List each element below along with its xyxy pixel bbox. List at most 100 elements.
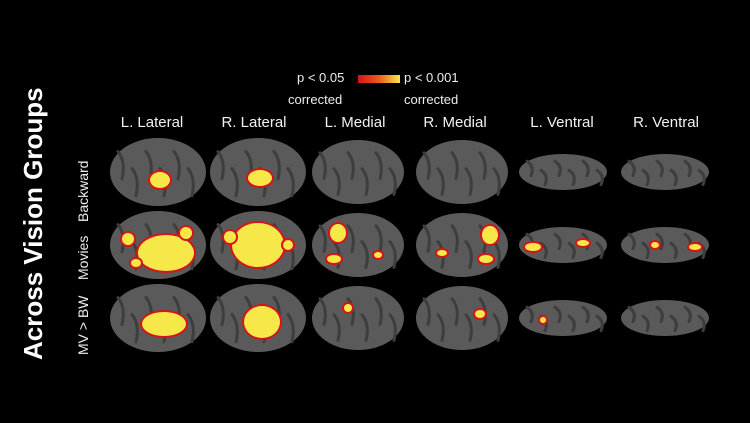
legend-high-sub: corrected [404, 92, 459, 107]
sulcus [422, 224, 431, 253]
sulcus [492, 313, 501, 342]
sulcus [464, 167, 473, 196]
sulcus [627, 232, 636, 251]
sulcus [683, 159, 692, 178]
sulcus [641, 241, 650, 260]
legend-high-label: p < 0.001 [404, 70, 459, 85]
sulcus [116, 296, 125, 327]
sulcus [374, 297, 383, 326]
sulcus [216, 296, 225, 327]
sulcus [360, 313, 369, 342]
activation-cluster [437, 250, 447, 256]
activation-cluster [180, 227, 192, 239]
sulcus [332, 313, 341, 342]
sulcus [130, 313, 139, 344]
sulcus [595, 168, 604, 187]
sulcus [360, 167, 369, 196]
activation-cluster [131, 259, 141, 267]
sulcus [697, 168, 706, 187]
activation-cluster [232, 223, 284, 267]
activation-cluster [248, 170, 272, 186]
sulcus [422, 297, 431, 326]
sulcus [655, 305, 664, 324]
sulcus [553, 305, 562, 324]
sulcus [116, 150, 125, 181]
sulcus [683, 305, 692, 324]
sulcus [230, 167, 239, 198]
sulcus [286, 167, 295, 198]
sulcus [655, 159, 664, 178]
sulcus [539, 168, 548, 187]
sulcus [567, 241, 576, 260]
sulcus [422, 151, 431, 180]
sulcus [388, 240, 397, 269]
sulcus [172, 150, 181, 181]
column-label-r-medial: R. Medial [423, 114, 487, 131]
legend-low-label: p < 0.05 [297, 70, 345, 85]
sulcus [374, 224, 383, 253]
sulcus [318, 297, 327, 326]
sulcus [388, 313, 397, 342]
activation-cluster [224, 231, 236, 243]
sulcus [669, 314, 678, 333]
sulcus [374, 151, 383, 180]
sulcus [230, 313, 239, 344]
sulcus [360, 240, 369, 269]
sulcus [346, 224, 355, 253]
sulcus [450, 297, 459, 326]
sulcus [492, 167, 501, 196]
sulcus [318, 151, 327, 180]
sulcus [186, 167, 195, 198]
legend-low-sub: corrected [288, 92, 343, 107]
activation-cluster [475, 310, 485, 318]
sulcus [346, 151, 355, 180]
activation-cluster [689, 244, 701, 250]
sulcus [655, 232, 664, 251]
column-label-l-medial: L. Medial [324, 114, 386, 131]
sulcus [130, 167, 139, 198]
column-label-r-ventral: R. Ventral [633, 114, 699, 131]
sulcus [567, 314, 576, 333]
activation-cluster [479, 255, 493, 263]
sulcus [669, 241, 678, 260]
brain-surface [312, 286, 404, 350]
activation-cluster [330, 224, 346, 242]
sulcus [627, 159, 636, 178]
sulcus [450, 224, 459, 253]
activation-cluster [344, 304, 352, 312]
activation-cluster [577, 240, 589, 246]
activation-cluster [138, 235, 194, 271]
sulcus [318, 224, 327, 253]
sulcus [436, 313, 445, 342]
activation-cluster [150, 172, 170, 188]
activation-cluster [482, 226, 498, 244]
sulcus [627, 305, 636, 324]
column-label-l-ventral: L. Ventral [530, 114, 594, 131]
activation-cluster [374, 252, 382, 258]
sulcus [525, 305, 534, 324]
sulcus [669, 168, 678, 187]
activation-cluster [540, 317, 546, 323]
colorbar [358, 75, 400, 83]
activation-cluster [142, 312, 186, 336]
column-label-l-lateral: L. Lateral [120, 114, 184, 131]
sulcus [216, 150, 225, 181]
sulcus [450, 151, 459, 180]
sulcus [581, 305, 590, 324]
sulcus [436, 167, 445, 196]
column-label-r-lateral: R. Lateral [221, 114, 287, 131]
activation-cluster [651, 242, 659, 248]
activation-cluster [122, 233, 134, 245]
activation-cluster [244, 306, 280, 338]
activation-cluster [525, 243, 541, 251]
sulcus [595, 241, 604, 260]
sulcus [464, 240, 473, 269]
sulcus [553, 159, 562, 178]
brain-surface [416, 286, 508, 350]
sulcus [286, 313, 295, 344]
sulcus [464, 313, 473, 342]
sulcus [525, 159, 534, 178]
sulcus [388, 167, 397, 196]
sulcus [553, 232, 562, 251]
